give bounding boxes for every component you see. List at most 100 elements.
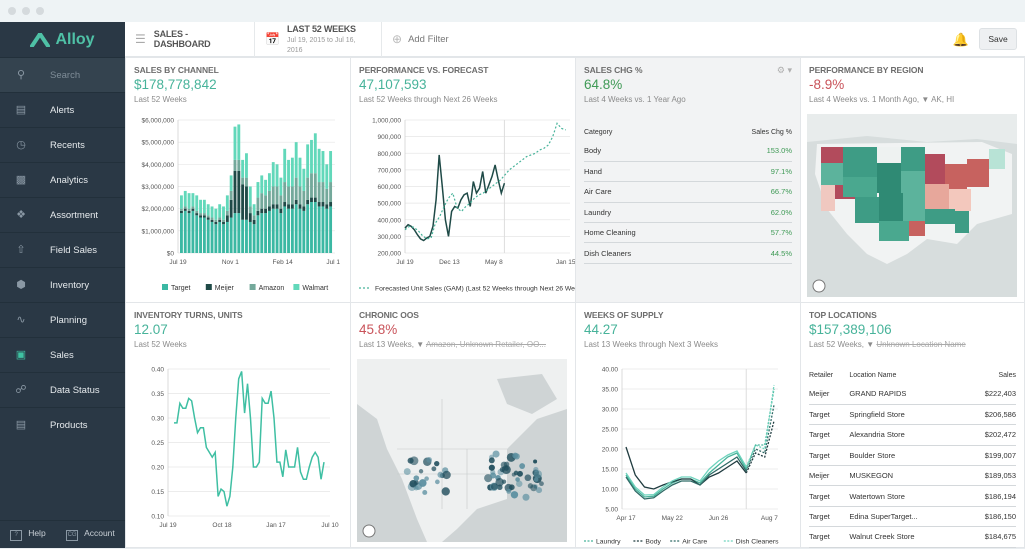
- table-row[interactable]: Target Springfield Store $206,586: [809, 404, 1016, 426]
- x-tick-label: Jul 10: [321, 522, 339, 529]
- bar-meijer: [241, 184, 245, 220]
- oos-dot: [488, 464, 495, 471]
- performance-forecast-chart[interactable]: 200,000 300,000 400,000 500,000 600,000 700,0…: [355, 110, 577, 300]
- sidebar-item-products[interactable]: ▤ Products: [0, 407, 125, 442]
- bar-chart-icon: ▩: [15, 174, 27, 186]
- table-row[interactable]: Home Cleaning 57.7%: [584, 222, 792, 244]
- bar-walmart: [248, 186, 252, 207]
- bar-walmart: [241, 159, 245, 178]
- sidebar-item-alerts[interactable]: ▤ Alerts: [0, 92, 125, 127]
- bell-icon[interactable]: 🔔: [952, 32, 969, 47]
- bar-walmart: [218, 204, 222, 218]
- window-minimize-button[interactable]: [22, 7, 30, 15]
- sales-cell: $199,007: [963, 445, 1016, 467]
- bar-target: [245, 219, 248, 253]
- table-row[interactable]: Target Boulder Store $199,007: [809, 445, 1016, 467]
- legend-label: Laundry: [596, 539, 621, 546]
- sidebar-item-assortment[interactable]: ❖ Assortment: [0, 197, 125, 232]
- sidebar-item-data-status[interactable]: ☍ Data Status: [0, 372, 125, 407]
- bar-target: [206, 219, 210, 253]
- window-maximize-button[interactable]: [36, 7, 44, 15]
- region-map[interactable]: [807, 114, 1017, 297]
- bar-amazon: [264, 195, 268, 209]
- series-line-air-care: [625, 456, 747, 500]
- x-tick-label: Jun 26: [709, 515, 729, 522]
- retailer-cell: Target: [809, 485, 850, 507]
- assortment-icon: ❖: [16, 209, 26, 221]
- sidebar-search[interactable]: ⚲ Search: [0, 57, 125, 92]
- table-row[interactable]: Body 153.0%: [584, 141, 792, 162]
- bar-amazon: [279, 195, 283, 209]
- window-close-button[interactable]: [8, 7, 16, 15]
- bar-target: [264, 213, 268, 253]
- bar-meijer: [222, 221, 225, 225]
- table-row[interactable]: Air Care 66.7%: [584, 181, 792, 203]
- bar-amazon: [298, 186, 302, 205]
- legend-swatch: [293, 284, 300, 290]
- series-line-body: [625, 446, 747, 490]
- sidebar-item-recents[interactable]: ◷ Recents: [0, 127, 125, 162]
- bar-target: [199, 217, 202, 253]
- y-tick-label: 0.40: [151, 367, 164, 374]
- dashboard-menu[interactable]: ☰ SALES - DASHBOARD: [125, 21, 255, 57]
- save-button[interactable]: Save: [979, 28, 1017, 50]
- table-row[interactable]: Dish Cleaners 44.5%: [584, 242, 792, 264]
- table-row[interactable]: Target Edina SuperTarget... $186,150: [809, 506, 1016, 528]
- date-range-picker[interactable]: 📅 LAST 52 WEEKS Jul 19, 2015 to Jul 16, …: [255, 21, 382, 57]
- bar-amazon: [329, 182, 333, 203]
- sales-by-channel-chart[interactable]: $0 $1,000,000 $2,000,000 $3,000,000 $4,000,0…: [130, 110, 340, 300]
- add-filter-button[interactable]: ⊕ Add Filter: [382, 22, 459, 57]
- bar-meijer: [237, 170, 241, 214]
- gear-icon[interactable]: ⚙ ▾: [776, 65, 792, 75]
- oos-dot: [413, 485, 419, 491]
- y-tick-label: 25.00: [602, 427, 619, 434]
- location-cell: Watertown Store: [849, 485, 964, 507]
- y-tick-label: 0.30: [151, 416, 164, 423]
- oos-dot: [516, 480, 523, 487]
- table-row[interactable]: Target Walnut Creek Store $184,675: [809, 526, 1016, 548]
- table-row[interactable]: Meijer GRAND RAPIDS $222,403: [809, 384, 1016, 405]
- panel-title: TOP LOCATIONS: [809, 310, 877, 320]
- sidebar-item-analytics[interactable]: ▩ Analytics: [0, 162, 125, 197]
- map-reset-icon[interactable]: [362, 524, 376, 538]
- logo[interactable]: Alloy: [0, 22, 125, 57]
- bar-walmart: [267, 173, 271, 191]
- sidebar-item-planning[interactable]: ∿ Planning: [0, 302, 125, 337]
- bar-target: [298, 208, 302, 253]
- account-button[interactable]: CG Account: [66, 528, 115, 541]
- sidebar-item-field-sales[interactable]: ⇧ Field Sales: [0, 232, 125, 267]
- oos-dot: [431, 466, 437, 472]
- bar-amazon: [310, 173, 313, 198]
- y-tick-label: 10.00: [602, 487, 619, 494]
- bar-walmart: [233, 126, 237, 160]
- clock-icon: ◷: [16, 139, 26, 151]
- table-row[interactable]: Target Watertown Store $186,194: [809, 485, 1016, 507]
- sidebar-item-inventory[interactable]: ⬢ Inventory: [0, 267, 125, 302]
- map-reset-icon[interactable]: [812, 279, 826, 293]
- help-button[interactable]: ? Help: [10, 528, 46, 541]
- bar-meijer: [218, 219, 222, 222]
- weeks-of-supply-chart[interactable]: 5.00 10.00 15.00 20.00 25.00 30.00 35.00 40.00 A…: [578, 359, 800, 549]
- table-row[interactable]: Meijer MUSKEGON $189,053: [809, 465, 1016, 487]
- chronic-oos-map[interactable]: [357, 359, 567, 542]
- account-icon: CG: [66, 530, 79, 541]
- bar-walmart: [310, 139, 313, 174]
- bar-walmart: [252, 204, 256, 216]
- x-tick-label: Jul 19: [396, 259, 414, 266]
- bar-target: [294, 204, 298, 253]
- table-row[interactable]: Target Alexandria Store $202,472: [809, 424, 1016, 446]
- sidebar-item-sales[interactable]: ▣ Sales: [0, 337, 125, 372]
- sales-cell: $222,403: [963, 384, 1016, 405]
- inventory-turns-chart[interactable]: 0.10 0.15 0.20 0.25 0.30 0.35 0.40 Jul 19 Oct 18…: [130, 361, 340, 546]
- sidebar-item-label: Inventory: [50, 279, 90, 291]
- subtitle-text: Last 13 Weeks,: [359, 340, 414, 349]
- bar-target: [317, 206, 321, 253]
- oos-dot: [533, 470, 543, 479]
- column-header: Retailer: [809, 372, 834, 379]
- y-tick-label: 300,000: [378, 234, 402, 241]
- bar-amazon: [294, 177, 298, 200]
- x-tick-label: Apr 17: [616, 515, 636, 522]
- bar-walmart: [317, 148, 321, 183]
- table-row[interactable]: Hand 97.1%: [584, 161, 792, 183]
- table-row[interactable]: Laundry 62.0%: [584, 202, 792, 224]
